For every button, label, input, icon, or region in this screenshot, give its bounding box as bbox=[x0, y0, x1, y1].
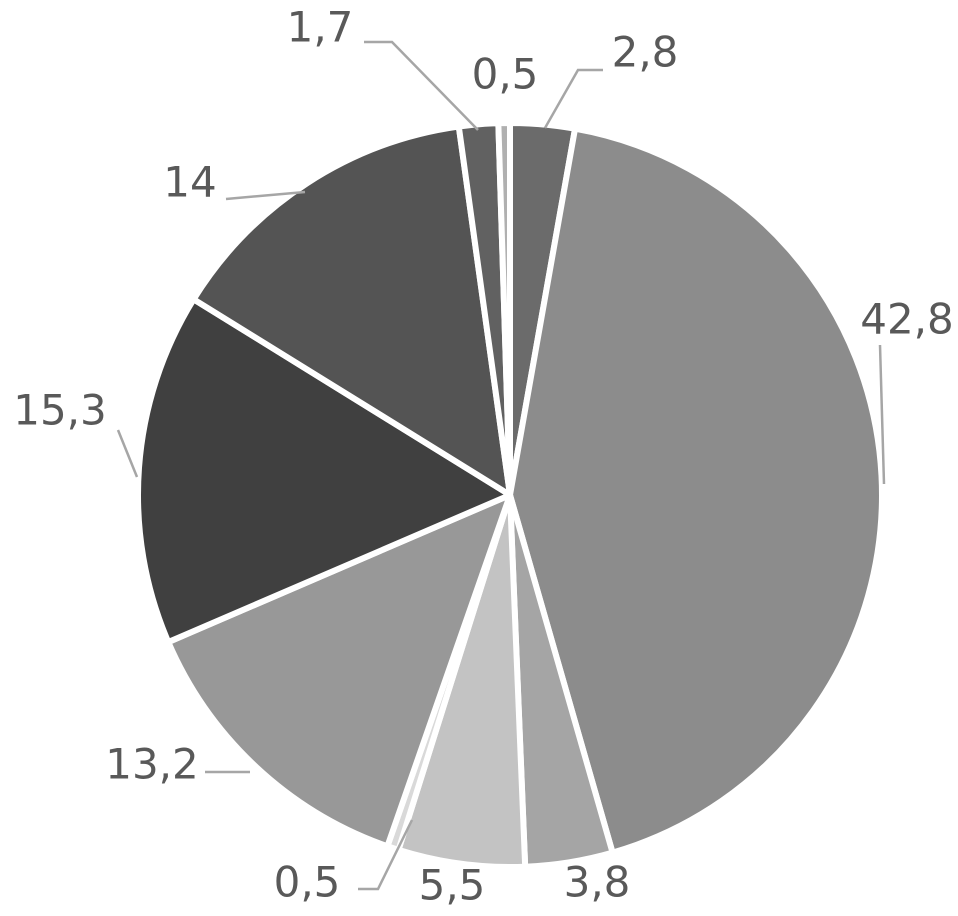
leader-line-1 bbox=[543, 68, 603, 129]
leader-line-5 bbox=[358, 819, 414, 891]
data-label-3: 3,8 bbox=[564, 858, 631, 907]
leader-lines bbox=[116, 40, 886, 891]
data-label-2: 42,8 bbox=[860, 295, 954, 344]
data-label-8: 14 bbox=[163, 158, 216, 207]
data-label-7: 15,3 bbox=[13, 386, 107, 435]
leader-line-2 bbox=[878, 344, 886, 485]
data-label-1: 2,8 bbox=[612, 28, 679, 77]
data-label-9: 1,7 bbox=[287, 3, 354, 52]
pie-slice-8 bbox=[190, 123, 513, 498]
leader-line-9 bbox=[364, 40, 479, 131]
pie-slice-10 bbox=[495, 119, 513, 498]
pie-slice-7 bbox=[135, 296, 513, 646]
pie-slices bbox=[135, 119, 885, 870]
data-labels: 2,8 42,8 3,8 5,5 0,5 13,2 15,3 14 1,7 0,5 bbox=[13, 3, 954, 910]
leader-line-8 bbox=[225, 190, 306, 201]
data-label-4: 5,5 bbox=[419, 861, 486, 910]
pie-slice-2 bbox=[507, 125, 885, 856]
data-label-5: 0,5 bbox=[274, 858, 341, 907]
data-label-10: 0,5 bbox=[472, 50, 539, 99]
leader-line-7 bbox=[116, 429, 139, 478]
pie-slice-6 bbox=[165, 492, 513, 850]
data-label-6: 13,2 bbox=[105, 740, 199, 789]
